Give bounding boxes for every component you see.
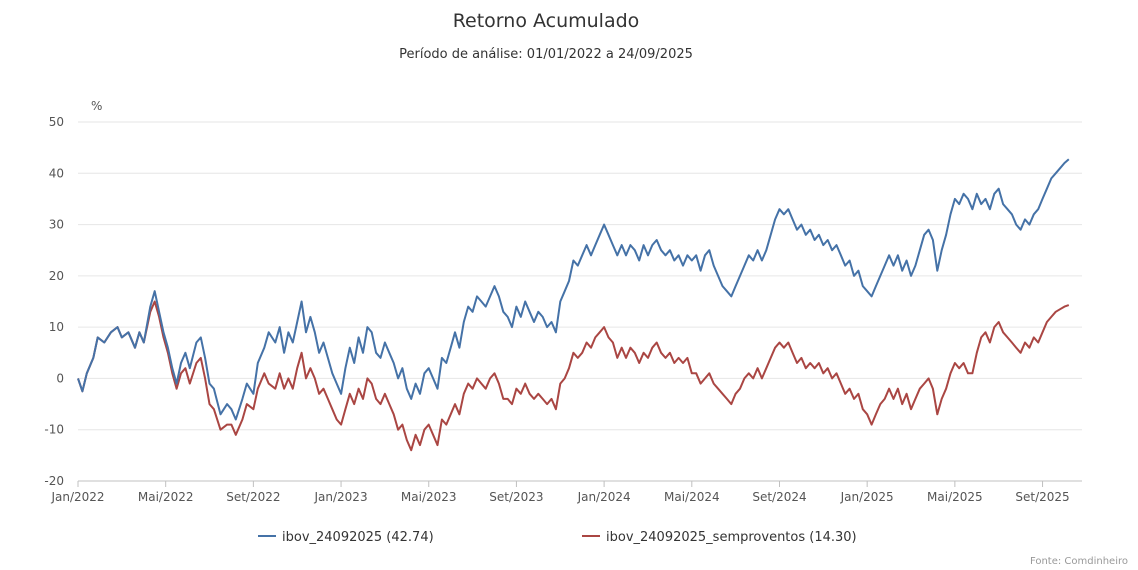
chart-credit[interactable]: Fonte: Comdinheiro <box>1030 556 1128 567</box>
chart-subtitle: Período de análise: 01/01/2022 a 24/09/2… <box>399 47 693 62</box>
grid-lines <box>78 121 1082 482</box>
y-tick-label: -20 <box>44 474 64 488</box>
legend-item-ibov-semproventos[interactable]: ibov_24092025_semproventos (14.30) <box>582 530 857 545</box>
y-tick-label: 30 <box>49 218 64 232</box>
x-tick-label: Mai/2022 <box>138 490 194 504</box>
x-axis-ticks: Jan/2022 Mai/2022 Set/2022 Jan/2023 Mai/2023… <box>50 481 1070 504</box>
x-tick-label: Set/2023 <box>489 490 543 504</box>
x-tick-label: Mai/2024 <box>664 490 720 504</box>
legend-label-ibov-semproventos: ibov_24092025_semproventos (14.30) <box>606 530 857 545</box>
x-tick-label: Set/2022 <box>226 490 280 504</box>
y-axis-ticks: -20 -10 0 10 20 30 40 50 <box>44 115 64 488</box>
x-tick-label: Jan/2023 <box>314 490 368 504</box>
legend-label-ibov: ibov_24092025 (42.74) <box>282 530 434 545</box>
y-tick-label: 20 <box>49 269 64 283</box>
y-axis-unit: % <box>91 99 102 113</box>
x-tick-label: Mai/2025 <box>927 490 983 504</box>
x-tick-label: Jan/2025 <box>840 490 894 504</box>
y-tick-label: -10 <box>44 423 64 437</box>
y-tick-label: 40 <box>49 166 64 180</box>
y-tick-label: 50 <box>49 115 64 129</box>
x-tick-label: Set/2025 <box>1015 490 1069 504</box>
y-tick-label: 10 <box>49 320 64 334</box>
series-lines <box>77 158 1070 452</box>
series-line-ibov-semproventos[interactable] <box>77 300 1070 452</box>
x-tick-label: Jan/2022 <box>50 490 104 504</box>
x-tick-label: Mai/2023 <box>401 490 457 504</box>
y-tick-label: 0 <box>56 371 64 385</box>
legend: ibov_24092025 (42.74) ibov_24092025_semp… <box>258 530 857 545</box>
chart-title: Retorno Acumulado <box>453 10 640 32</box>
x-tick-label: Jan/2024 <box>577 490 631 504</box>
series-line-ibov[interactable] <box>77 158 1070 421</box>
x-tick-label: Set/2024 <box>752 490 806 504</box>
legend-item-ibov[interactable]: ibov_24092025 (42.74) <box>258 530 434 545</box>
